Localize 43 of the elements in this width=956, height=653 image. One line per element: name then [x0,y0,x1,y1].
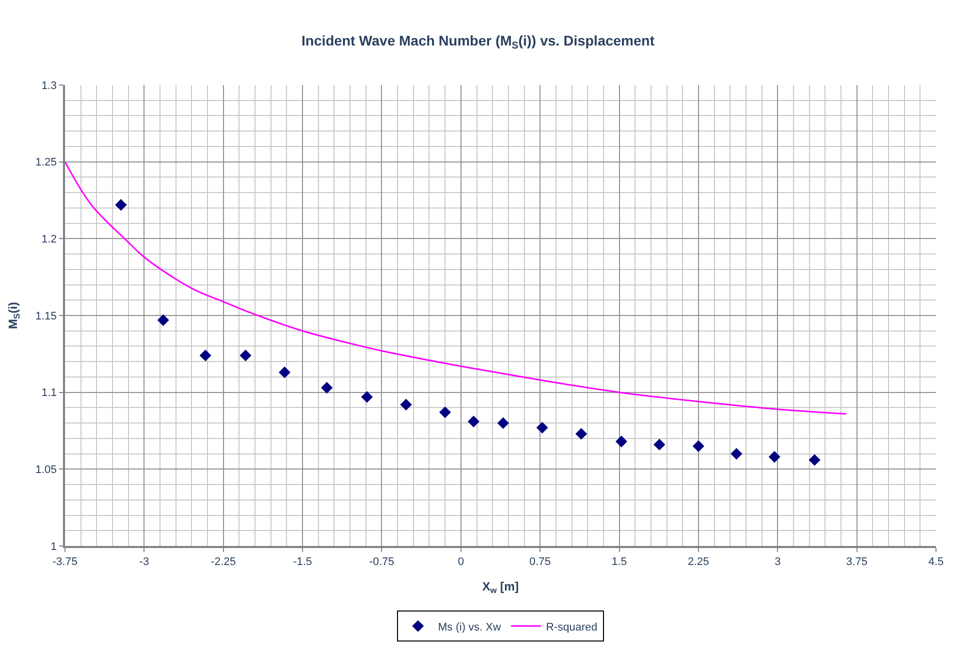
x-tick-label: 3.75 [846,556,868,568]
legend-label: Ms (i) vs. Xw [438,621,501,634]
line-series [65,161,848,415]
point [654,438,666,450]
x-tick-label: -2.25 [210,556,236,568]
y-tick-label: 1 [50,540,57,553]
point [361,391,373,403]
y-tick-label: 1.25 [35,156,57,169]
point [692,440,704,452]
point [616,436,628,448]
x-tick-label: 3 [774,556,781,568]
point [115,199,127,211]
x-tick-label: 4.5 [928,556,944,568]
point [575,428,588,440]
x-axis-title: X$_{w}$ [m] [482,580,519,596]
point [157,314,170,326]
x-tick-label: -0.75 [369,556,394,568]
point [240,350,252,362]
x-tick-label: 1.5 [612,556,627,568]
point [768,451,780,463]
y-tick-label: 1.2 [42,234,57,246]
x-tick-label: 2.25 [688,556,710,568]
y-tick-label: 1.3 [42,80,57,92]
x-tick-label: 0.75 [529,556,551,568]
y-tick-label: 1.15 [35,310,57,322]
legend-label: R-squared [546,621,598,634]
x-tick-label: -3 [139,556,150,568]
x-tick-label: -3.75 [52,556,78,568]
y-tick-label: 1.05 [35,464,57,476]
point [200,350,212,362]
point [497,417,509,429]
y-tick-label: 1.1 [42,387,57,400]
chart-title: Incident Wave Mach Number (M$_{S}$(i)) vs. Displacement [302,32,655,52]
point [468,416,480,428]
point [730,448,742,460]
x-tick-label: 0 [458,556,464,568]
point [278,366,290,378]
point [400,398,412,410]
point [320,382,333,394]
point [536,422,548,434]
point [439,406,451,418]
x-tick-label: -1.5 [293,556,312,568]
point [808,454,820,466]
